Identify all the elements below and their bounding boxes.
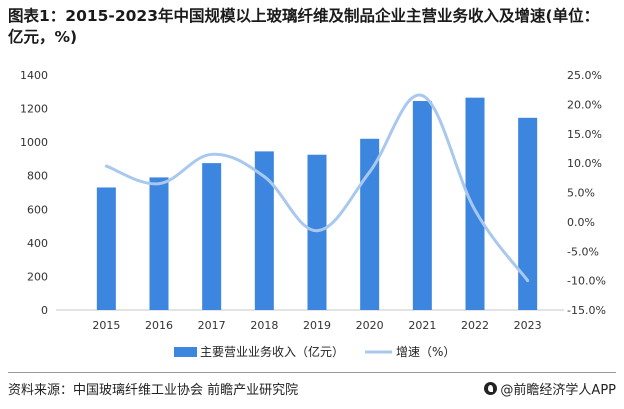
right-tick-label: -15.0% bbox=[567, 304, 606, 317]
left-axis-ticks: 0 200 400 600 800 1000 1200 1400 bbox=[20, 69, 48, 317]
left-tick-label: 200 bbox=[27, 270, 48, 283]
bar-2015 bbox=[96, 187, 116, 310]
chart-title: 图表1：2015-2023年中国规模以上玻璃纤维及制品企业主营业务收入及增速(单… bbox=[8, 7, 600, 46]
bar-2021 bbox=[412, 101, 432, 311]
chart: 0 200 400 600 800 1000 1200 1400 -15.0% -10.0% -5… bbox=[20, 69, 606, 359]
bar-2016 bbox=[149, 177, 169, 310]
growth-point-2020 bbox=[368, 170, 372, 174]
bar-2022 bbox=[465, 97, 485, 311]
right-tick-label: -10.0% bbox=[567, 275, 606, 288]
right-tick-label: 20.0% bbox=[567, 98, 602, 111]
growth-line-series bbox=[104, 93, 530, 283]
x-tick-label: 2018 bbox=[250, 319, 278, 332]
right-tick-label: 25.0% bbox=[567, 69, 602, 82]
growth-point-2023 bbox=[526, 279, 530, 283]
bar-2023 bbox=[518, 117, 538, 310]
right-tick-label: 5.0% bbox=[567, 187, 595, 200]
x-tick-label: 2022 bbox=[461, 319, 489, 332]
bar-2017 bbox=[202, 163, 222, 310]
left-tick-label: 1000 bbox=[20, 136, 48, 149]
right-axis-ticks: -15.0% -10.0% -5.0% 0.0% 5.0% 10.0% 15.0% 20.0%… bbox=[567, 69, 606, 317]
growth-point-2022 bbox=[473, 208, 477, 212]
growth-point-2015 bbox=[104, 164, 108, 168]
brand-text: @前瞻经济学人APP bbox=[500, 383, 616, 398]
brand-credit: @前瞻经济学人APP bbox=[484, 379, 616, 398]
x-tick-label: 2020 bbox=[356, 319, 384, 332]
growth-point-2016 bbox=[157, 182, 161, 186]
footer-divider bbox=[8, 372, 616, 373]
growth-line bbox=[105, 93, 529, 282]
brand-logo-icon bbox=[484, 382, 498, 395]
x-tick-label: 2015 bbox=[92, 319, 120, 332]
right-tick-label: 10.0% bbox=[567, 157, 602, 170]
source-note: 资料来源：中国玻璃纤维工业协会 前瞻产业研究院 bbox=[8, 383, 299, 398]
growth-point-2021 bbox=[420, 94, 424, 98]
legend: 主要营业业务收入（亿元） 增速（%） bbox=[174, 344, 455, 359]
left-tick-label: 1200 bbox=[20, 103, 48, 116]
growth-point-2019 bbox=[315, 229, 319, 233]
x-tick-label: 2019 bbox=[303, 319, 331, 332]
growth-point-2017 bbox=[210, 152, 214, 156]
right-tick-label: 0.0% bbox=[567, 216, 595, 229]
bar-2019 bbox=[307, 154, 327, 310]
growth-point-2018 bbox=[262, 175, 266, 179]
left-tick-label: 400 bbox=[27, 237, 48, 250]
bar-series bbox=[96, 97, 538, 311]
right-tick-label: -5.0% bbox=[567, 245, 599, 258]
legend-bar-swatch bbox=[174, 347, 197, 357]
bar-2018 bbox=[254, 151, 274, 310]
legend-bar-label: 主要营业业务收入（亿元） bbox=[200, 344, 344, 359]
left-tick-label: 1400 bbox=[20, 69, 48, 82]
left-tick-label: 600 bbox=[27, 203, 48, 216]
x-axis-ticks: 2015 2016 2017 2018 2019 2020 2021 2022 2023 bbox=[92, 319, 541, 332]
left-tick-label: 0 bbox=[41, 304, 48, 317]
bar-2020 bbox=[360, 138, 380, 310]
x-tick-label: 2023 bbox=[514, 319, 542, 332]
x-tick-label: 2017 bbox=[198, 319, 226, 332]
x-tick-label: 2021 bbox=[408, 319, 436, 332]
left-tick-label: 800 bbox=[27, 170, 48, 183]
x-tick-label: 2016 bbox=[145, 319, 173, 332]
legend-line-label: 增速（%） bbox=[396, 345, 455, 359]
right-tick-label: 15.0% bbox=[567, 128, 602, 141]
